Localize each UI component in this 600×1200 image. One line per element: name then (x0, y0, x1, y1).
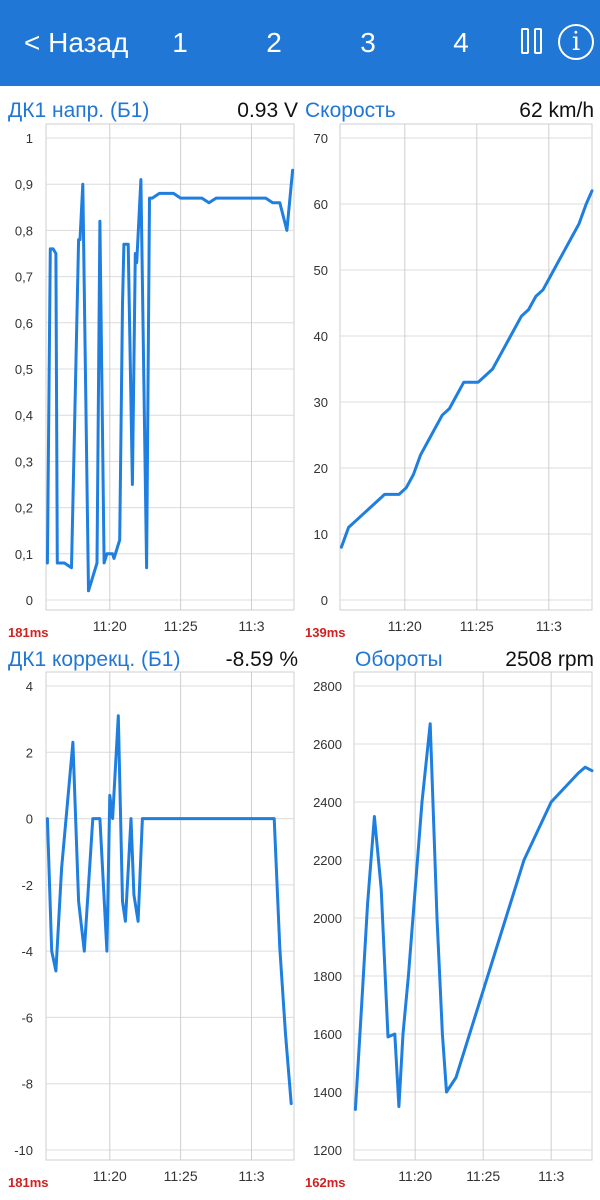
y-tick-label-speed: 10 (314, 527, 328, 542)
refresh-time-o2-voltage: 181ms (8, 625, 48, 640)
x-tick-label-rpm: 11:20 (398, 1168, 432, 1184)
x-tick-label-speed: 11:20 (388, 618, 422, 634)
y-tick-label-rpm: 1800 (313, 969, 342, 984)
y-tick-label-speed: 50 (314, 263, 328, 278)
y-tick-label-o2-voltage: 0 (26, 593, 33, 608)
y-tick-label-rpm: 2600 (313, 737, 342, 752)
x-tick-label-o2-voltage: 11:25 (164, 618, 198, 634)
tab-1[interactable]: 1 (172, 27, 188, 58)
y-tick-label-speed: 60 (314, 197, 328, 212)
series-line-fuel-trim (45, 714, 293, 1106)
x-tick-label-speed: 11:3 (536, 618, 562, 634)
series-line-o2-voltage (45, 168, 295, 593)
y-tick-label-o2-voltage: 0,8 (15, 223, 33, 238)
panel-value-fuel-trim: -8.59 % (225, 648, 298, 671)
y-tick-label-rpm: 1400 (313, 1085, 342, 1100)
y-tick-label-rpm: 1600 (313, 1027, 342, 1042)
panel-title-rpm: Обороты (355, 648, 443, 671)
y-tick-label-o2-voltage: 0,9 (15, 177, 33, 192)
y-tick-label-fuel-trim: -10 (14, 1143, 33, 1158)
tab-3[interactable]: 3 (360, 27, 376, 58)
y-tick-label-fuel-trim: 2 (26, 745, 33, 760)
refresh-time-fuel-trim: 181ms (8, 1175, 48, 1190)
y-tick-label-o2-voltage: 0,5 (15, 362, 33, 377)
plot-frame-speed (339, 123, 593, 611)
refresh-time-speed: 139ms (305, 625, 345, 640)
x-tick-label-fuel-trim: 11:25 (164, 1168, 198, 1184)
y-tick-label-rpm: 1200 (313, 1143, 342, 1158)
plot-frame-o2-voltage (45, 123, 295, 611)
y-tick-label-o2-voltage: 0,7 (15, 270, 33, 285)
y-tick-label-o2-voltage: 0,1 (15, 547, 33, 562)
tab-2[interactable]: 2 (266, 27, 282, 58)
series-line-speed (339, 189, 594, 549)
y-tick-label-o2-voltage: 0,6 (15, 316, 33, 331)
x-tick-label-o2-voltage: 11:3 (238, 618, 264, 634)
y-tick-label-fuel-trim: -2 (21, 878, 33, 893)
panel-title-fuel-trim: ДК1 коррекц. (Б1) (8, 648, 181, 671)
y-tick-label-o2-voltage: 1 (26, 131, 33, 146)
x-tick-label-o2-voltage: 11:20 (93, 618, 127, 634)
y-tick-label-speed: 0 (321, 593, 328, 608)
back-button[interactable]: < Назад (24, 27, 129, 58)
tab-4[interactable]: 4 (453, 27, 469, 58)
x-tick-label-fuel-trim: 11:3 (238, 1168, 264, 1184)
y-tick-label-o2-voltage: 0,4 (15, 408, 33, 423)
refresh-time-rpm: 162ms (305, 1175, 345, 1190)
plot-frame-rpm (353, 671, 593, 1161)
x-tick-label-rpm: 11:25 (466, 1168, 500, 1184)
y-tick-label-rpm: 2200 (313, 853, 342, 868)
y-tick-label-o2-voltage: 0,3 (15, 454, 33, 469)
y-tick-label-fuel-trim: 0 (26, 812, 33, 827)
info-icon[interactable]: i (558, 24, 594, 60)
y-tick-label-speed: 30 (314, 395, 328, 410)
y-tick-label-rpm: 2400 (313, 795, 342, 810)
y-tick-label-speed: 70 (314, 131, 328, 146)
y-tick-label-o2-voltage: 0,2 (15, 501, 33, 516)
y-tick-label-fuel-trim: -4 (21, 944, 33, 959)
pause-icon[interactable] (519, 28, 545, 58)
x-tick-label-fuel-trim: 11:20 (93, 1168, 127, 1184)
plot-frame-fuel-trim (45, 671, 295, 1161)
y-tick-label-fuel-trim: -8 (21, 1077, 33, 1092)
panel-value-rpm: 2508 rpm (505, 648, 594, 671)
y-tick-label-fuel-trim: 4 (26, 679, 33, 694)
panel-value-o2-voltage: 0.93 V (237, 99, 298, 122)
y-tick-label-speed: 40 (314, 329, 328, 344)
y-tick-label-rpm: 2000 (313, 911, 342, 926)
y-tick-label-fuel-trim: -6 (21, 1010, 33, 1025)
panel-title-o2-voltage: ДК1 напр. (Б1) (8, 99, 150, 122)
panel-title-speed: Скорость (305, 99, 396, 122)
y-tick-label-rpm: 2800 (313, 679, 342, 694)
top-toolbar: < Назад 1 2 3 4 i (0, 0, 600, 86)
series-line-rpm (353, 722, 594, 1111)
x-tick-label-speed: 11:25 (460, 618, 494, 634)
y-tick-label-speed: 20 (314, 461, 328, 476)
panel-value-speed: 62 km/h (519, 99, 594, 122)
x-tick-label-rpm: 11:3 (538, 1168, 564, 1184)
